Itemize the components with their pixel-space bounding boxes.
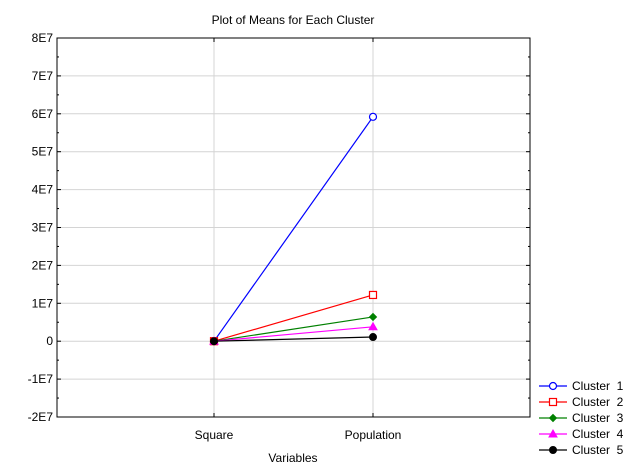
legend-item-cluster-5: Cluster 5 <box>539 443 624 457</box>
chart-title: Plot of Means for Each Cluster <box>212 13 375 27</box>
y-tick-label: 1E7 <box>32 296 54 310</box>
legend-label: Cluster 5 <box>572 443 624 457</box>
series-layer <box>209 112 378 346</box>
y-tick-label: -1E7 <box>28 372 54 386</box>
legend-marker <box>548 381 558 391</box>
x-axis-label: Variables <box>268 451 317 464</box>
legend-marker <box>548 428 558 438</box>
legend-marker <box>548 397 558 407</box>
y-tick-label: 8E7 <box>32 31 54 45</box>
y-tick-label: 7E7 <box>32 69 54 83</box>
y-tick-label: 3E7 <box>32 221 54 235</box>
grid-lines <box>57 37 530 418</box>
legend-label: Cluster 1 <box>572 379 624 393</box>
legend-label: Cluster 4 <box>572 427 624 441</box>
legend-item-cluster-4: Cluster 4 <box>539 427 624 441</box>
legend-marker <box>549 446 557 454</box>
data-point <box>368 312 378 322</box>
legend-item-cluster-3: Cluster 3 <box>539 411 624 425</box>
series-cluster-1 <box>209 112 378 346</box>
legend-label: Cluster 3 <box>572 411 624 425</box>
data-point <box>368 112 378 121</box>
y-tick-label: 5E7 <box>32 145 54 159</box>
legend-item-cluster-1: Cluster 1 <box>539 379 624 393</box>
data-point <box>368 290 378 300</box>
series-cluster-2 <box>209 290 378 346</box>
series-line <box>213 294 374 342</box>
y-tick-label: 6E7 <box>32 107 54 121</box>
series-line <box>213 316 374 342</box>
legend-label: Cluster 2 <box>572 395 624 409</box>
legend: Cluster 1 Cluster 2 Cluster 3 Cluster 4 Clus… <box>539 379 624 457</box>
legend-marker <box>548 413 558 423</box>
series-cluster-5 <box>210 333 377 346</box>
y-tick-label: 2E7 <box>32 258 54 272</box>
axis-ticks: -2E7 -1E7 0 1E7 2E7 3E7 4E7 5E7 6E7 7E7 8E7 Square P… <box>28 31 530 442</box>
data-point <box>368 321 378 331</box>
legend-item-cluster-2: Cluster 2 <box>539 395 624 409</box>
x-tick-label: Square <box>195 428 234 442</box>
series-line <box>213 326 374 342</box>
data-point <box>210 337 218 346</box>
x-tick-label: Population <box>345 428 402 442</box>
series-line <box>213 336 374 342</box>
y-tick-label: 0 <box>46 334 53 348</box>
y-tick-label: -2E7 <box>28 410 54 424</box>
y-tick-label: 4E7 <box>32 183 54 197</box>
data-point <box>369 333 377 342</box>
series-line <box>213 116 374 342</box>
